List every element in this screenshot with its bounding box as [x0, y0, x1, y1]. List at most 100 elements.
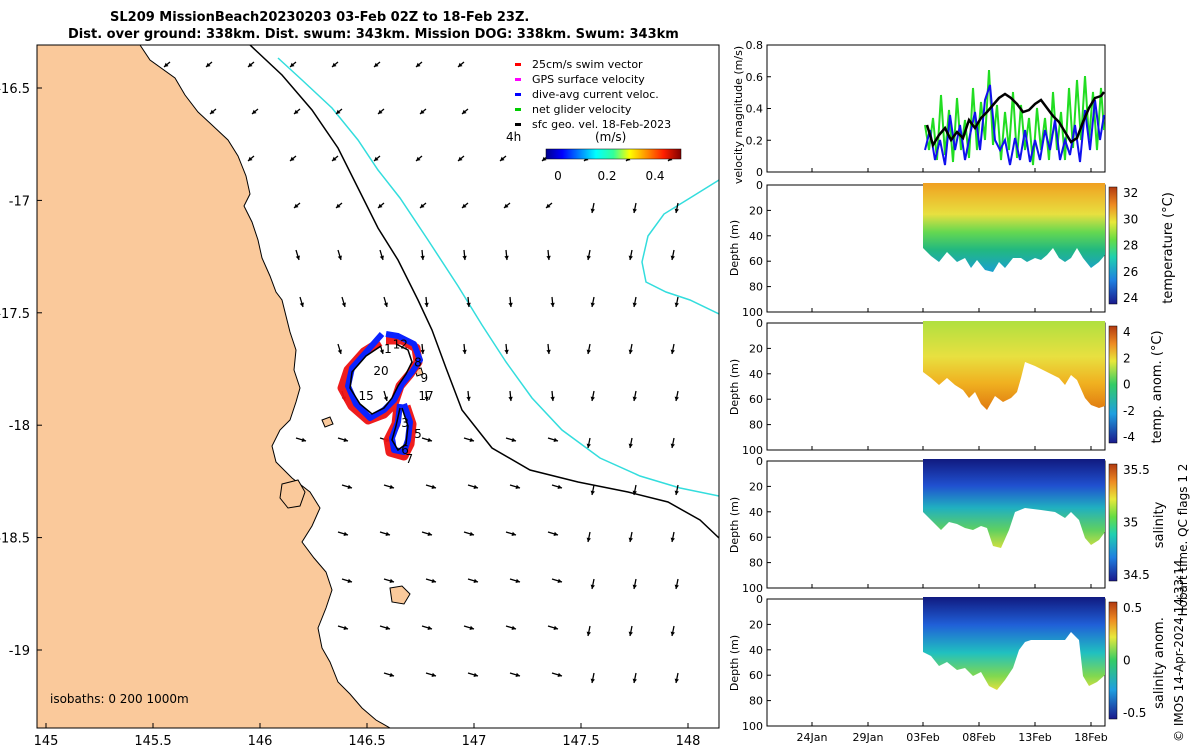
temperature-section — [923, 183, 1105, 272]
colorbar-tick-label: 30 — [1123, 212, 1138, 226]
day-label: 3 — [401, 416, 409, 430]
lat-tick-label: -18.5 — [0, 532, 30, 547]
current-arrow-head — [590, 584, 595, 589]
current-arrow-head — [628, 349, 633, 354]
y-tick-label: 20 — [749, 480, 763, 493]
y-tick-label: 80 — [749, 557, 763, 570]
y-tick-label: 0 — [756, 455, 763, 468]
current-arrow-head — [347, 578, 352, 583]
time-tick-label: 24Jan — [797, 731, 828, 744]
current-arrow-head — [632, 584, 637, 589]
current-arrow-head — [379, 349, 384, 354]
salinity-y-axis: 0 20 40 60 80 100 — [742, 455, 771, 595]
current-arrow-head — [674, 208, 679, 213]
current-arrow-head — [553, 531, 558, 536]
y-tick-label: 0.8 — [746, 39, 764, 52]
current-arrow-head — [473, 484, 478, 489]
current-arrow-head — [295, 255, 300, 260]
current-arrow-head — [458, 156, 463, 161]
sal-anom-section — [923, 597, 1105, 690]
isobath-1000m-offshore — [641, 179, 719, 315]
y-tick-label: 100 — [742, 582, 763, 595]
lon-tick-label: 145 — [34, 734, 59, 749]
y-tick-label: 40 — [749, 506, 763, 519]
current-arrow-head — [416, 62, 421, 67]
current-arrow-head — [546, 349, 551, 354]
day-label: 1 — [384, 342, 392, 356]
day-label: 6 — [401, 443, 409, 457]
current-arrow-head — [374, 62, 379, 67]
legend-swim: 25cm/s swim vector — [532, 58, 643, 71]
current-arrow-head — [378, 109, 383, 114]
time-tick-label: 13Feb — [1018, 731, 1051, 744]
colorbar-tick-label: -2 — [1123, 404, 1135, 418]
current-arrow-head — [628, 631, 633, 636]
current-arrow-head — [553, 625, 558, 630]
temp-anom-ylabel: temp. anom. (°C) — [1150, 330, 1165, 443]
current-arrow-head — [586, 537, 591, 542]
map-colorbar-tick: 0.2 — [597, 169, 616, 183]
current-arrow-head — [337, 349, 342, 354]
current-arrow-head — [462, 255, 467, 260]
current-arrow-head — [674, 490, 679, 495]
current-arrow-head — [504, 349, 509, 354]
y-tick-label: 0 — [756, 317, 763, 330]
current-arrow-head — [210, 109, 215, 114]
current-arrow-head — [557, 672, 562, 677]
y-tick-label: 0 — [756, 179, 763, 192]
velocity-sfc-geo-series — [925, 91, 1105, 149]
salinity-colorbar — [1108, 463, 1118, 582]
current-arrow-head — [458, 62, 463, 67]
y-tick-label: 0 — [756, 166, 763, 179]
y-tick-label: 60 — [749, 669, 763, 682]
current-arrow-head — [590, 678, 595, 683]
colorbar-tick-label: 28 — [1123, 239, 1138, 253]
current-arrow-head — [424, 302, 429, 307]
day-label: 17 — [418, 389, 433, 403]
current-arrow-head — [378, 203, 383, 208]
credit-label: © IMOS 14-Apr-2024 14:33:14 — [1172, 559, 1186, 743]
current-arrow-head — [385, 625, 390, 630]
current-arrow-head — [586, 255, 591, 260]
current-arrow-head — [469, 437, 474, 442]
current-arrow-head — [341, 302, 346, 307]
y-tick-label: 0 — [756, 593, 763, 606]
current-arrow-head — [343, 531, 348, 536]
temp-anom-depth-label: Depth (m) — [728, 359, 741, 415]
velocity-y-axis: 0 0.2 0.4 0.6 0.8 — [746, 39, 771, 179]
current-arrow-head — [546, 255, 551, 260]
current-arrow-head — [462, 203, 467, 208]
colorbar-tick-label: 34.5 — [1123, 568, 1150, 582]
lat-axis: -16.5 -17 -17.5 -18 -18.5 -19 — [0, 82, 42, 659]
velocity-dive-avg-series — [924, 84, 1105, 166]
current-arrow-head — [427, 625, 432, 630]
lat-tick-label: -16.5 — [0, 82, 30, 97]
map-colorbar-tick: 0.4 — [645, 169, 664, 183]
island — [279, 479, 306, 509]
colorbar-tick-label: -0.5 — [1123, 706, 1146, 720]
temp-anom-colorbar — [1108, 325, 1118, 444]
legend-swatch-gps — [515, 78, 521, 81]
map-frame — [36, 44, 720, 729]
current-arrow-head — [206, 62, 211, 67]
sal-anom-colorbar-ticks: 0.5 0 -0.5 — [1123, 601, 1146, 720]
current-arrow-head — [590, 396, 595, 401]
current-arrow-head — [586, 349, 591, 354]
legend-dive: dive-avg current veloc. — [532, 88, 659, 101]
current-arrow-head — [466, 396, 471, 401]
y-tick-label: 0.2 — [746, 134, 764, 147]
current-arrow-head — [420, 109, 425, 114]
lon-tick-label: 145.5 — [134, 734, 171, 749]
lat-tick-label: -18 — [9, 419, 30, 434]
current-arrow-head — [557, 578, 562, 583]
day-label: 15 — [358, 389, 373, 403]
temp-anom-section — [923, 321, 1105, 410]
island — [389, 585, 411, 605]
current-arrow-head — [385, 531, 390, 536]
y-tick-label: 20 — [749, 342, 763, 355]
colorbar-tick-label: 26 — [1123, 265, 1138, 279]
current-arrow-head — [515, 484, 520, 489]
temp-anom-colorbar-ticks: 4 2 0 -2 -4 — [1123, 325, 1135, 444]
velocity-net-glider-series — [924, 69, 1105, 166]
current-arrow-head — [294, 109, 299, 114]
